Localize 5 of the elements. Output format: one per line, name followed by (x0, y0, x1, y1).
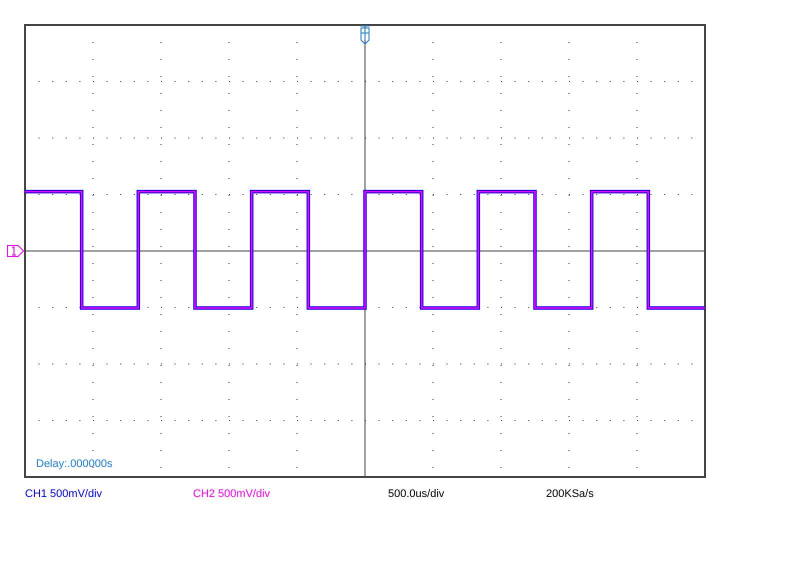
text: 500.0us/div (388, 488, 444, 500)
text: CH2 500mV/div (193, 488, 270, 500)
text: Delay:.000000s (36, 458, 112, 470)
text: 200KSa/s (546, 488, 594, 500)
text: CH1 500mV/div (25, 488, 102, 500)
